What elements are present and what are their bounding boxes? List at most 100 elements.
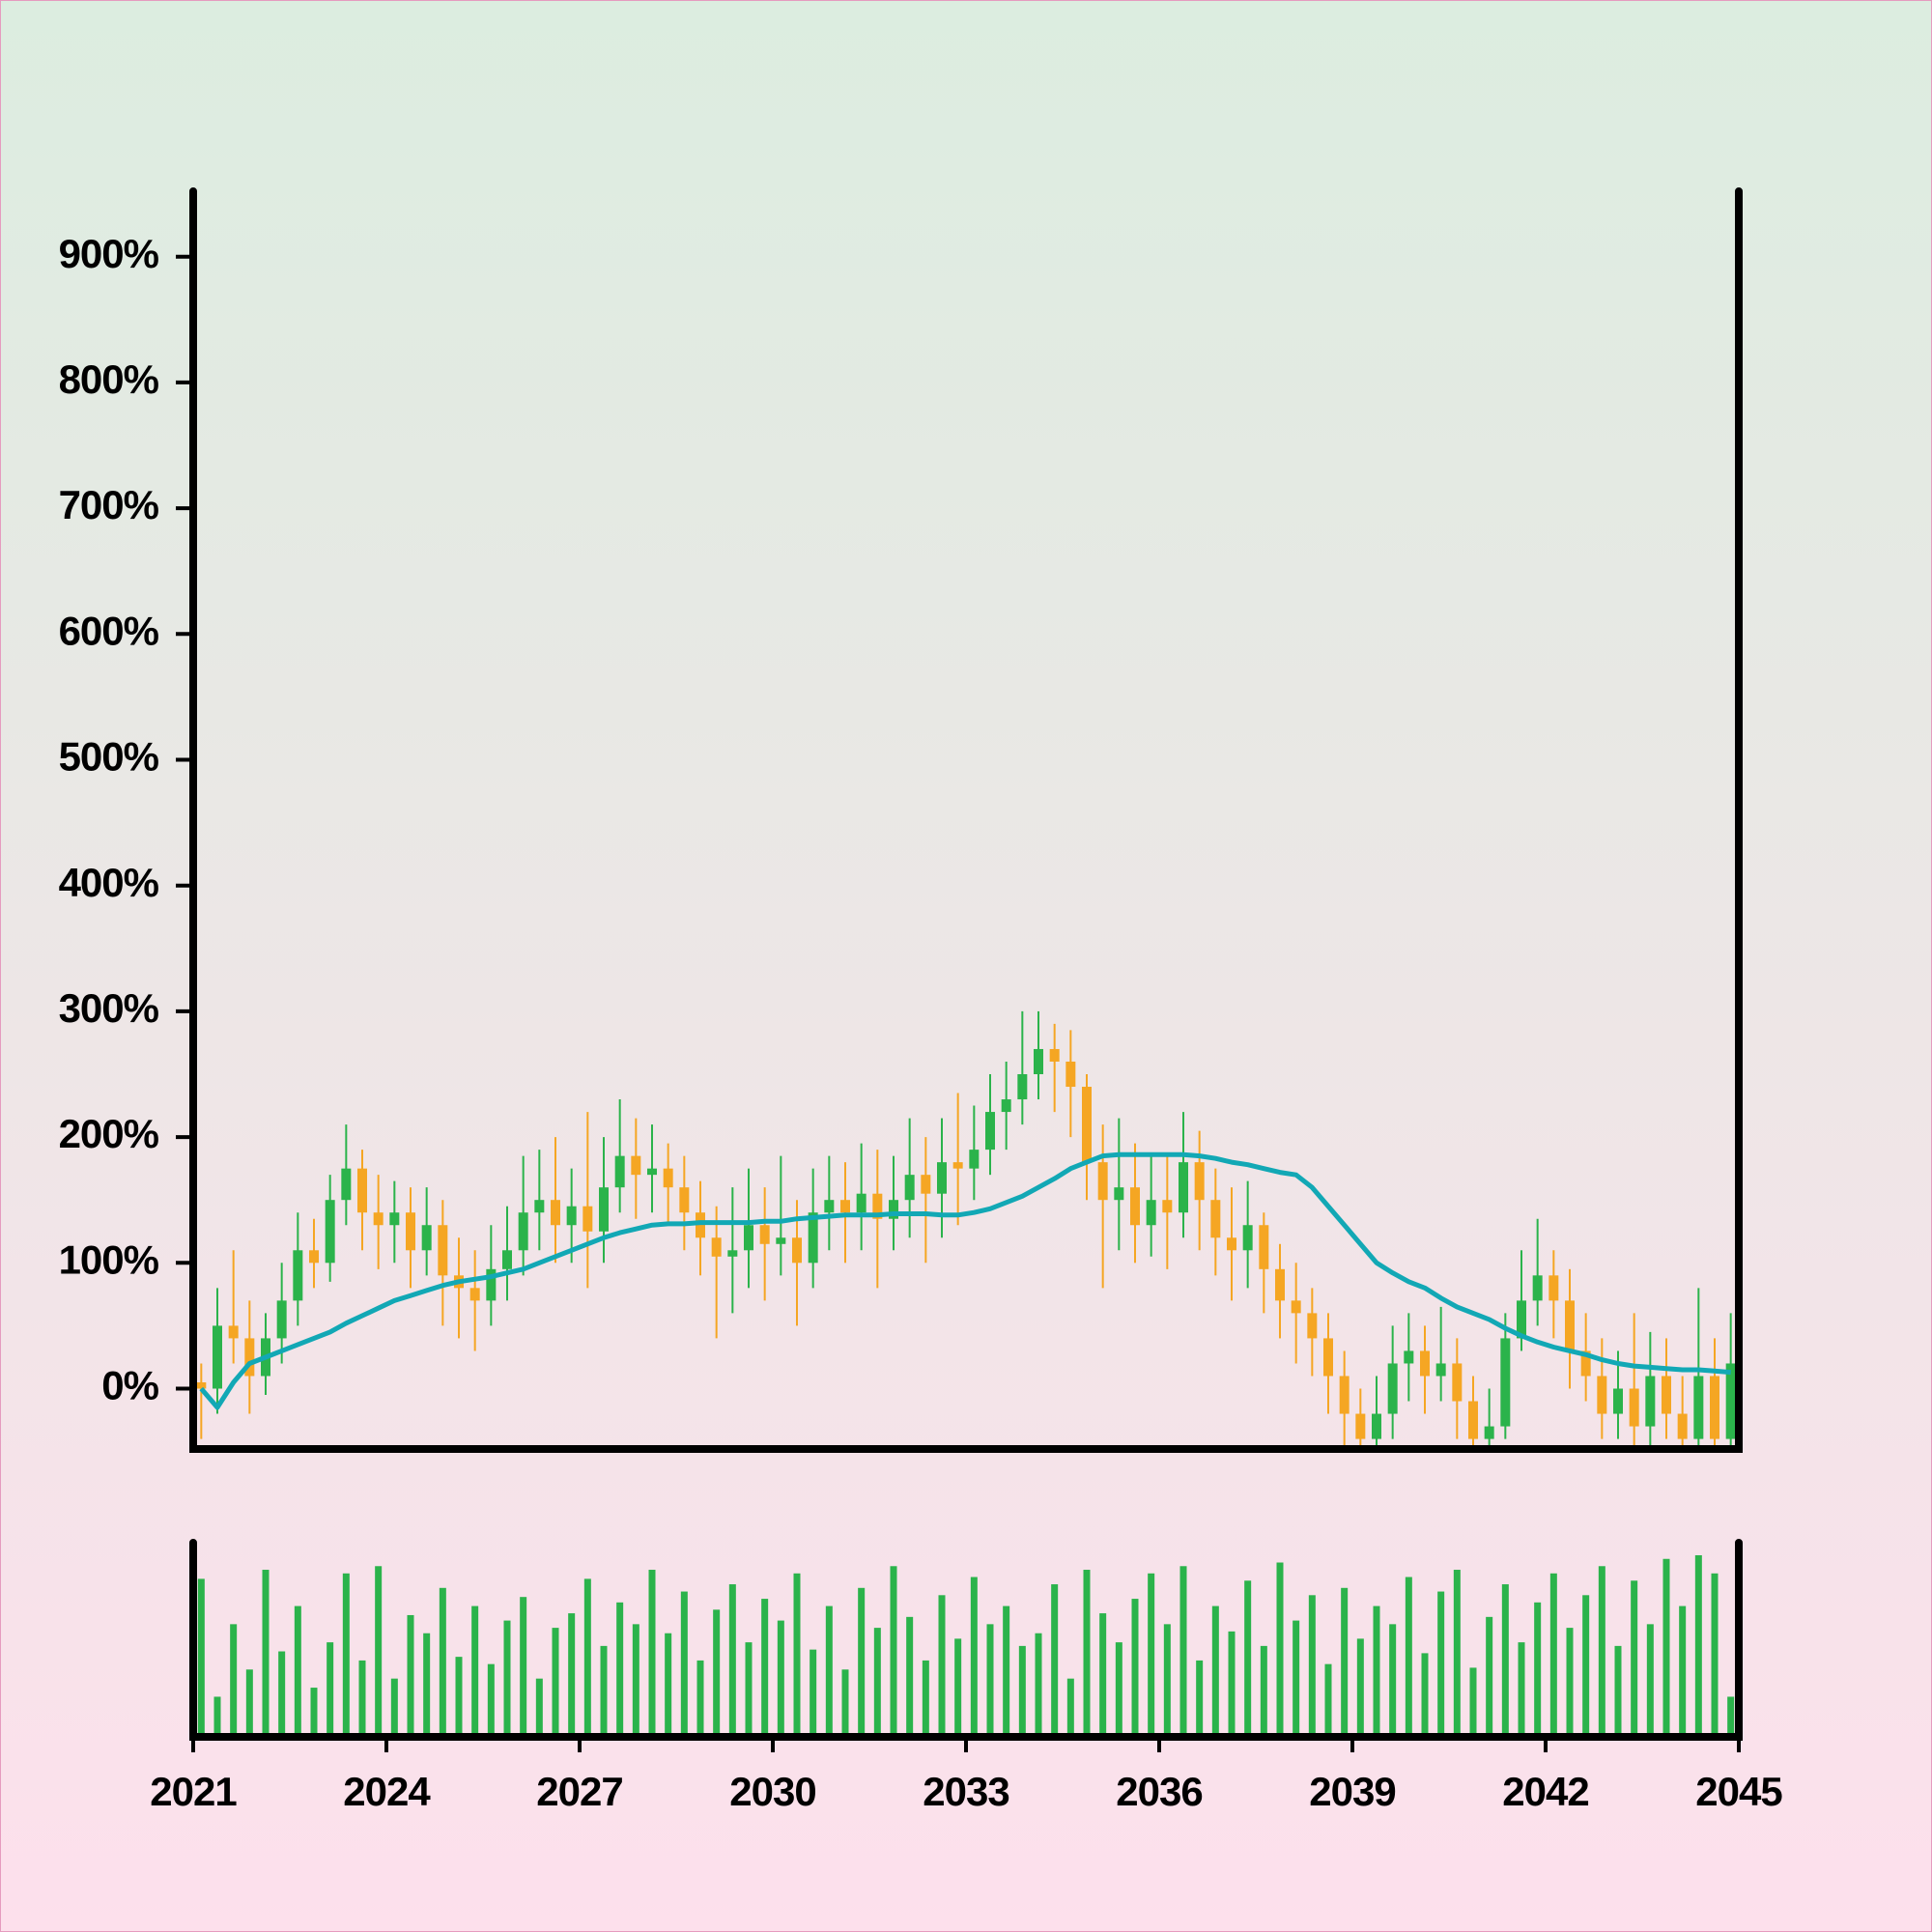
volume-bar (1727, 1696, 1735, 1733)
volume-bar (342, 1573, 350, 1733)
volume-bar (1469, 1667, 1477, 1733)
candle-body (1484, 1426, 1494, 1439)
volume-bar (503, 1620, 511, 1733)
candle-body (582, 1206, 593, 1232)
volume-bar (1148, 1573, 1155, 1733)
volume-bar (1115, 1642, 1122, 1733)
candle-body (1420, 1350, 1430, 1377)
volume-bar (1582, 1595, 1590, 1733)
candle-body (502, 1250, 512, 1269)
volume-bar (213, 1696, 221, 1733)
candle-body (1580, 1350, 1591, 1377)
x-tick-label: 2042 (1502, 1769, 1588, 1814)
x-tick-label: 2033 (923, 1769, 1009, 1814)
candle-body (599, 1187, 609, 1232)
x-tick-label: 2045 (1695, 1769, 1782, 1814)
candle-body (1146, 1200, 1156, 1226)
candle-body (1710, 1376, 1719, 1439)
x-tick-label: 2030 (729, 1769, 815, 1814)
volume-bar (1035, 1633, 1042, 1733)
candle-body (1548, 1275, 1559, 1301)
volume-bar (970, 1577, 978, 1733)
candle-body (373, 1212, 384, 1226)
candle-body (1339, 1376, 1350, 1414)
volume-bar (423, 1633, 431, 1733)
volume-bar (552, 1628, 559, 1733)
candle-body (808, 1212, 818, 1264)
moving-average-line (199, 1151, 1731, 1410)
volume-bar (680, 1591, 688, 1733)
candle-body (486, 1268, 497, 1301)
volume-bar (327, 1642, 334, 1733)
volume-bar (938, 1595, 946, 1733)
y-tick-label: 500% (59, 734, 159, 780)
volume-bar (696, 1660, 704, 1733)
volume-bar (439, 1587, 446, 1733)
candle-body (421, 1225, 432, 1251)
candle-body (213, 1325, 222, 1389)
candle-body (1242, 1225, 1253, 1251)
volume-bar (455, 1657, 463, 1733)
candle-body (1017, 1074, 1028, 1100)
volume-bar (245, 1669, 253, 1733)
candle-body (921, 1175, 931, 1194)
volume-bar (278, 1651, 286, 1733)
plot-area (196, 1010, 1736, 1449)
candle-body (1259, 1225, 1269, 1269)
volume-bar (375, 1566, 383, 1733)
candle-body (1049, 1048, 1060, 1062)
candle-body (1179, 1162, 1188, 1213)
volume-bar (1598, 1566, 1605, 1733)
candle-body (1130, 1187, 1140, 1226)
candle-body (1227, 1237, 1236, 1251)
candle-body (1162, 1200, 1173, 1213)
candle-body (406, 1212, 415, 1251)
volume-bar (1228, 1631, 1236, 1733)
candle-body (1001, 1099, 1011, 1113)
volume-bar (761, 1599, 769, 1733)
candle-body (389, 1212, 400, 1226)
candle-body (1065, 1061, 1076, 1088)
candle-body (840, 1200, 850, 1213)
volume-bar (1549, 1573, 1557, 1733)
volume-bar (310, 1688, 318, 1733)
candle-body (631, 1155, 641, 1176)
candle-body (228, 1325, 239, 1339)
candle-body (196, 1381, 207, 1389)
y-tick-label: 100% (59, 1236, 159, 1282)
candle-body (969, 1150, 980, 1169)
volume-bar (1341, 1587, 1349, 1733)
volume-bar (1293, 1620, 1300, 1733)
x-tick-label: 2039 (1309, 1769, 1395, 1814)
candle-body (1662, 1376, 1671, 1414)
volume-bar (1518, 1642, 1525, 1733)
candle-body (325, 1200, 335, 1264)
volume-bar (1083, 1570, 1091, 1733)
volume-bar (390, 1678, 398, 1733)
volume-bar (1324, 1663, 1332, 1733)
volume-bar (294, 1605, 301, 1733)
candle-body (679, 1187, 690, 1213)
volume-bar (777, 1620, 784, 1733)
volume-bar (632, 1624, 639, 1733)
volume-bar (713, 1609, 721, 1733)
volume-bar (471, 1605, 479, 1733)
candle-body (889, 1200, 898, 1219)
candle-body (792, 1237, 802, 1264)
candle-body (551, 1200, 560, 1226)
candle-body (1372, 1413, 1381, 1439)
volume-bar (1389, 1624, 1397, 1733)
volume-bar (1276, 1562, 1284, 1733)
volume-bar (535, 1678, 543, 1733)
volume-bar (1566, 1628, 1574, 1733)
candle-body (1275, 1268, 1285, 1301)
volume-bar (1003, 1605, 1010, 1733)
y-tick-label: 300% (59, 985, 159, 1031)
candle-body (647, 1168, 657, 1176)
y-tick-label: 400% (59, 860, 159, 905)
volume-bar (841, 1669, 849, 1733)
price-axes (189, 187, 1743, 1453)
candle-body (357, 1168, 367, 1213)
candle-body (614, 1155, 625, 1188)
